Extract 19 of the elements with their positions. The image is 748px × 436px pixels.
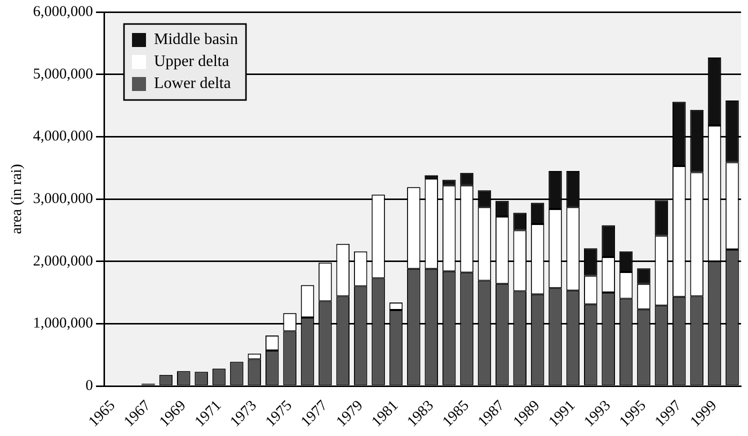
x-tick-label: 1989 <box>510 398 544 430</box>
y-tick-label: 5,000,000 <box>33 66 93 82</box>
x-tick-label: 1979 <box>334 398 366 430</box>
legend-label: Upper delta <box>154 53 230 70</box>
x-tick-label: 1999 <box>688 398 720 430</box>
x-tick-label: 1969 <box>156 398 190 430</box>
y-axis-title: area (in rai) <box>8 164 25 234</box>
legend-label: Lower delta <box>154 75 231 92</box>
x-tick-label: 1981 <box>369 398 402 430</box>
bar <box>424 175 438 178</box>
y-tick-label: 2,000,000 <box>33 253 93 270</box>
y-tick-label: 3,000,000 <box>33 190 93 207</box>
x-tick-label: 1991 <box>546 398 579 430</box>
y-tick-label: 0 <box>86 378 93 394</box>
legend-label: Middle basin <box>154 31 238 48</box>
y-tick-label: 4,000,000 <box>33 128 93 145</box>
y-tick-label: 6,000,000 <box>33 4 93 20</box>
y-tick-label: 1,000,000 <box>33 316 93 332</box>
x-tick-label: 1971 <box>192 398 225 430</box>
